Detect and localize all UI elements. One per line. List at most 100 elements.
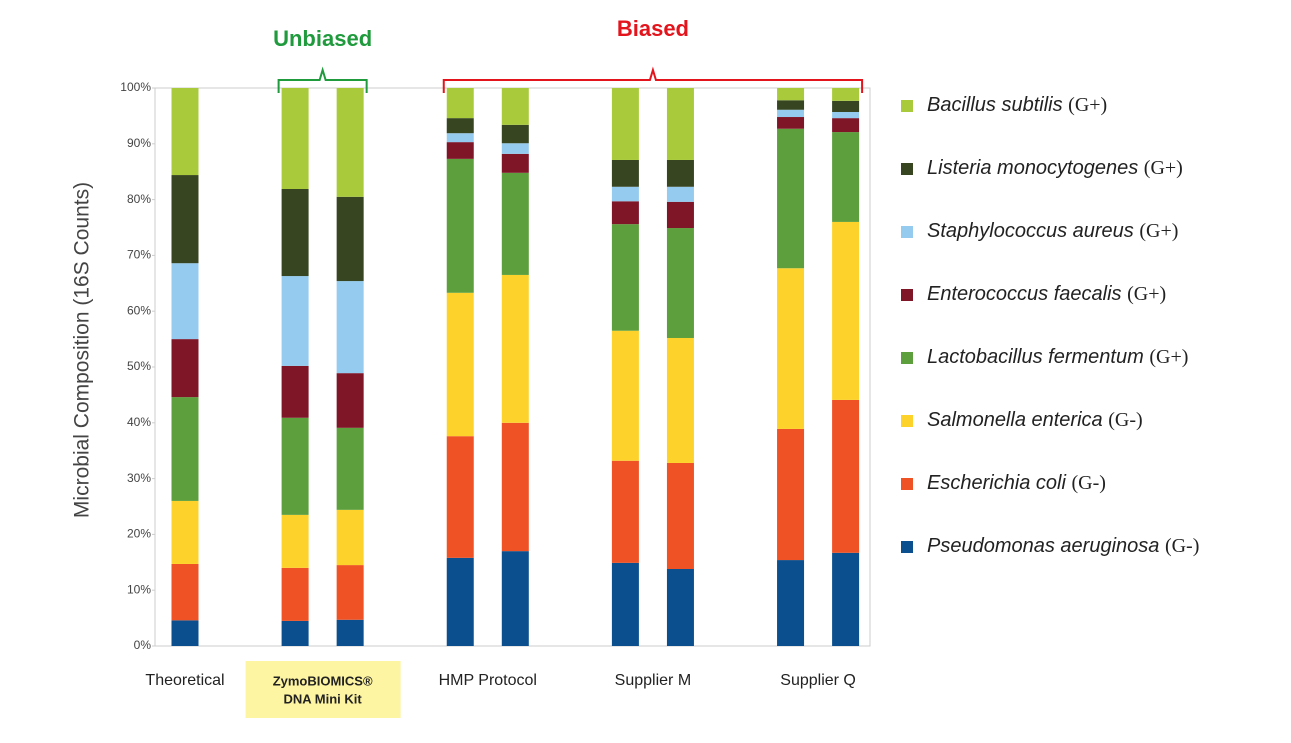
legend-gram: (G+) [1127,283,1166,305]
legend-name: Salmonella enterica [927,409,1103,431]
legend-gram: (G-) [1108,409,1142,431]
legend-name: Staphylococcus aureus [927,220,1134,242]
y-tick-label: 30% [127,471,151,485]
legend-swatch [901,541,913,553]
bar-segment [336,196,364,282]
bar-segment [611,224,639,331]
bar-segment [171,620,199,646]
legend-gram: (G+) [1144,157,1183,179]
bar-segment [281,365,309,418]
bar-segment [446,292,474,437]
bar-segment [171,339,199,398]
legend-label: Salmonella enterica (G-) [927,409,1143,432]
bar-segment [446,557,474,646]
bar-segment [446,158,474,293]
y-tick-label: 40% [127,415,151,429]
y-tick-label: 20% [127,527,151,541]
y-tick-label: 0% [134,638,152,652]
bar-segment [611,88,639,160]
bar-segment [832,399,860,553]
legend-gram: (G-) [1165,535,1199,557]
legend-swatch [901,226,913,238]
bar-segment [777,268,805,429]
legend-gram: (G+) [1139,220,1178,242]
bar-segment [501,274,529,423]
legend-swatch [901,289,913,301]
bar-segment [666,462,694,569]
bar-segment [501,551,529,646]
bar-segment [832,118,860,133]
bar-segment [281,88,309,189]
bar-segment [666,337,694,463]
legend-label: Staphylococcus aureus (G+) [927,220,1178,243]
legend-label: Enterococcus faecalis (G+) [927,283,1166,306]
bar-segment [171,500,199,564]
bar-segment [832,552,860,646]
annotation: Unbiased [273,26,372,51]
bar-segment [336,281,364,374]
legend-label: Pseudomonas aeruginosa (G-) [927,535,1199,558]
legend-swatch [901,415,913,427]
bar-segment [777,100,805,110]
y-tick-label: 100% [120,80,151,94]
x-tick-label: Theoretical [145,672,224,689]
legend-name: Bacillus subtilis [927,94,1063,116]
bracket [442,66,864,93]
bar-segment [611,201,639,225]
legend-name: Listeria monocytogenes [927,157,1138,179]
bar-segment [281,276,309,366]
bar-segment [777,128,805,269]
bracket [277,66,368,93]
bar-segment [171,563,199,621]
x-tick-label: HMP Protocol [439,672,537,689]
bar-segment [446,142,474,159]
bar-segment [336,373,364,428]
bar-segment [777,428,805,561]
y-tick-label: 90% [127,136,151,150]
bar-segment [611,159,639,187]
y-tick-label: 70% [127,248,151,262]
legend-name: Escherichia coli [927,472,1067,494]
bar-segment [777,117,805,129]
bar-segment [501,143,529,154]
y-tick-label: 80% [127,192,151,206]
bar-segment [666,186,694,202]
bar-segment [666,159,694,187]
legend-name: Pseudomonas aeruginosa [927,535,1159,557]
legend-gram: (G+) [1149,346,1188,368]
bar-segment [666,201,694,229]
bar-segment [777,560,805,646]
legend-swatch [901,352,913,364]
bar-segment [832,132,860,222]
bar-segment [832,100,860,112]
bar-segment [666,228,694,338]
bar-segment [171,263,199,340]
x-tick-label: Supplier Q [780,672,856,689]
bar-segment [832,111,860,119]
bar-segment [777,109,805,118]
legend-swatch [901,163,913,175]
legend-swatch [901,478,913,490]
label-highlight [245,661,401,718]
legend-label: Bacillus subtilis (G+) [927,94,1107,117]
bar-segment [501,88,529,125]
y-axis-label: Microbial Composition (16S Counts) [71,182,94,518]
bar-segment [336,88,364,197]
bar-segment [281,620,309,646]
x-tick-label: DNA Mini Kit [284,691,363,706]
y-tick-label: 60% [127,303,151,317]
bar-segment [171,88,199,176]
bar-segment [501,172,529,275]
bar-segment [446,118,474,134]
annotation: Biased [617,16,689,41]
bar-segment [336,619,364,646]
y-tick-label: 50% [127,359,151,373]
legend-gram: (G+) [1068,94,1107,116]
bar-segment [446,436,474,558]
bar-segment [281,514,309,568]
bar-segment [281,417,309,515]
legend-swatch [901,100,913,112]
bar-segment [832,221,860,400]
bar-segment [336,509,364,566]
